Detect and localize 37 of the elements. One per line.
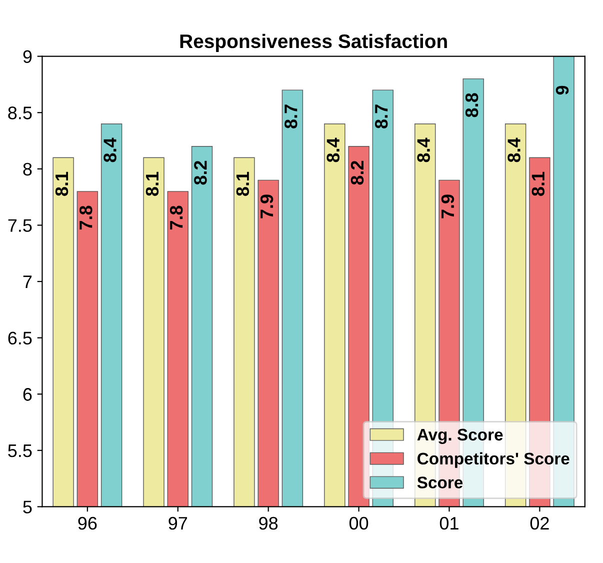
y-tick-label: 6.5 <box>8 332 32 345</box>
data-label: 8.7 <box>284 104 298 128</box>
data-label: 8.4 <box>326 138 340 162</box>
y-tick-label: 9 <box>23 50 32 64</box>
legend-label: Score <box>417 476 463 488</box>
data-label: 8.2 <box>194 160 207 185</box>
data-label: 7.8 <box>170 206 183 230</box>
x-tick-label: 02 <box>530 516 549 530</box>
y-tick-label: 7 <box>23 276 32 288</box>
data-label: 8.4 <box>104 138 116 162</box>
x-tick-label: 97 <box>168 516 188 530</box>
data-label: 7.8 <box>79 206 92 230</box>
chart-title: Responsiveness Satisfaction <box>180 34 447 52</box>
data-label: 8.8 <box>465 93 478 118</box>
y-tick-label: 8.5 <box>8 106 32 120</box>
data-label: 8.4 <box>417 138 430 162</box>
legend-label: Competitors' Score <box>418 452 570 468</box>
x-tick-label: 00 <box>349 516 368 530</box>
y-tick-label: 5.5 <box>8 444 32 458</box>
legend-label: Avg. Score <box>417 428 503 444</box>
data-label: 8.1 <box>55 172 68 196</box>
y-tick-label: 7.5 <box>8 219 32 232</box>
data-label: 7.9 <box>441 194 454 218</box>
y-tick-label: 8 <box>23 162 32 176</box>
data-label: 8.1 <box>532 172 545 196</box>
data-label: 7.9 <box>260 194 274 218</box>
data-label: 8.1 <box>146 172 159 196</box>
x-tick-label: 96 <box>78 516 97 530</box>
y-tick-label: 6 <box>23 388 32 401</box>
x-tick-label: 98 <box>259 516 278 530</box>
data-label: 8.2 <box>350 160 364 185</box>
y-tick-label: 5 <box>23 500 32 514</box>
data-label: 9 <box>556 86 569 95</box>
x-tick-label: 01 <box>440 516 458 530</box>
data-label: 8.1 <box>236 172 250 196</box>
data-label: 8.7 <box>374 104 388 128</box>
data-label: 8.4 <box>508 138 520 162</box>
